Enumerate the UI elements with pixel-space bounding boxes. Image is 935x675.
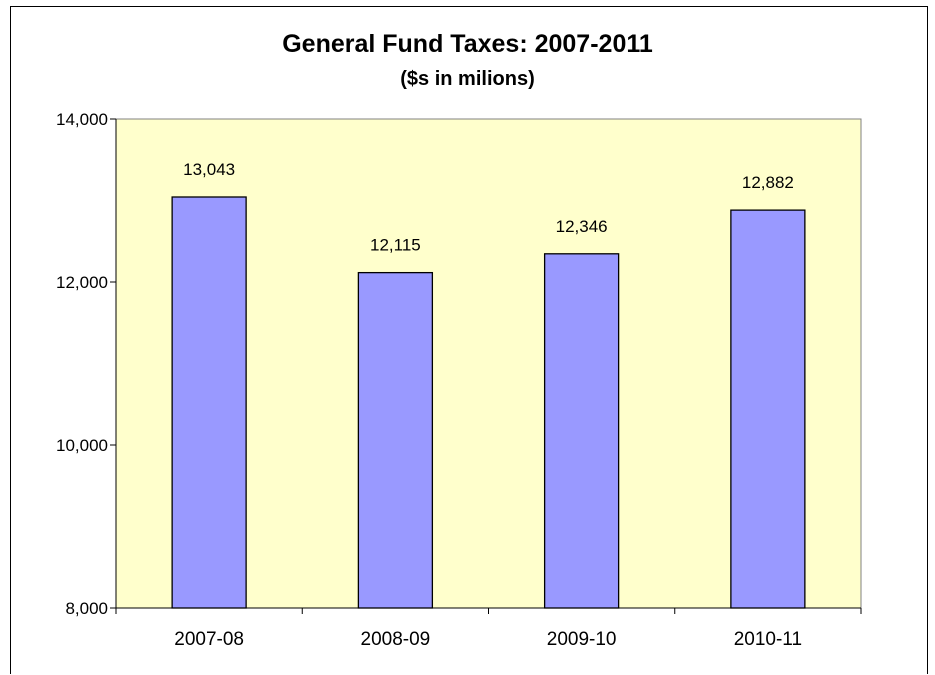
data-label: 12,346 xyxy=(556,217,608,236)
x-axis: 2007-08 2008-09 2009-10 2010-11 xyxy=(115,607,862,650)
bar xyxy=(543,253,620,609)
bar xyxy=(171,196,247,609)
x-tick-label: 2009-10 xyxy=(547,629,617,650)
chart-title: General Fund Taxes: 2007-2011 xyxy=(282,30,653,58)
data-label: 12,882 xyxy=(742,173,794,192)
y-tick-label: 8,000 xyxy=(65,599,108,618)
x-tick-label: 2008-09 xyxy=(361,629,431,650)
y-axis: 8,000 10,000 12,000 14,000 xyxy=(56,110,117,618)
data-label: 12,115 xyxy=(370,236,421,255)
chart-subtitle: ($s in milions) xyxy=(400,68,535,90)
x-tick-label: 2010-11 xyxy=(734,629,802,650)
bars: 13,043 12,115 12,346 12,882 xyxy=(171,160,806,609)
bar xyxy=(357,271,434,609)
data-label: 13,043 xyxy=(183,160,235,179)
y-tick-label: 10,000 xyxy=(56,436,108,455)
bar xyxy=(730,209,806,609)
y-tick-label: 14,000 xyxy=(56,110,108,129)
x-tick-label: 2007-08 xyxy=(174,629,244,650)
y-tick-label: 12,000 xyxy=(56,273,108,292)
